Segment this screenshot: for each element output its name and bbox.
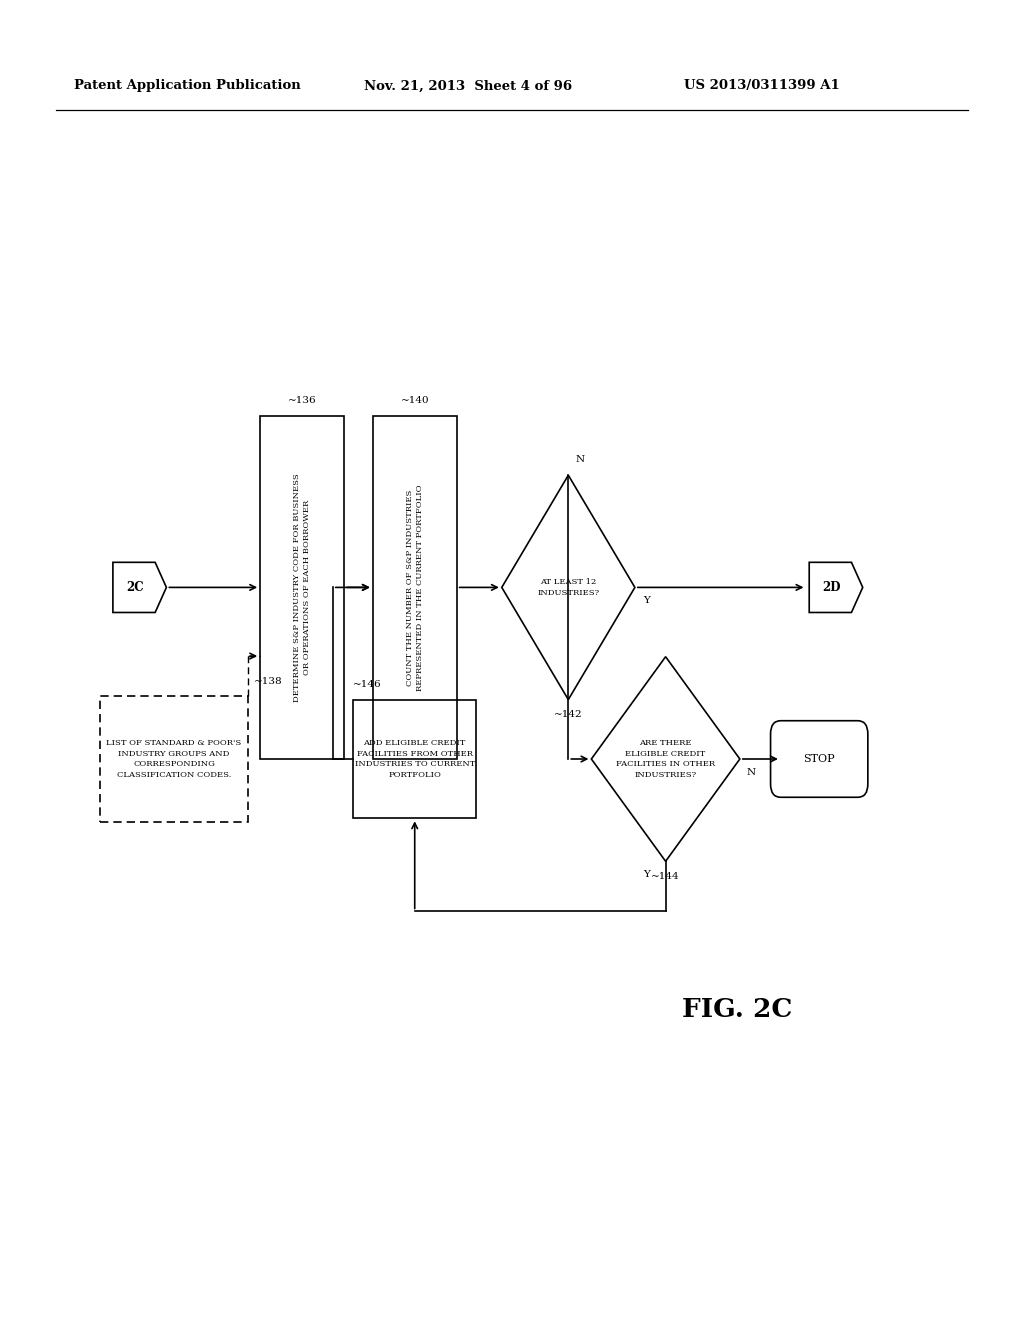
Text: ADD ELIGIBLE CREDIT
FACILITIES FROM OTHER
INDUSTRIES TO CURRENT
PORTFOLIO: ADD ELIGIBLE CREDIT FACILITIES FROM OTHE…	[354, 739, 475, 779]
Text: N: N	[748, 768, 756, 777]
Text: Y: Y	[643, 597, 650, 606]
Text: LIST OF STANDARD & POOR'S
INDUSTRY GROUPS AND
CORRESPONDING
CLASSIFICATION CODES: LIST OF STANDARD & POOR'S INDUSTRY GROUP…	[106, 739, 242, 779]
Text: 2C: 2C	[127, 581, 144, 594]
Text: DETERMINE S&P INDUSTRY CODE FOR BUSINESS
OR OPERATIONS OF EACH BORROWER: DETERMINE S&P INDUSTRY CODE FOR BUSINESS…	[293, 473, 311, 702]
Text: ~146: ~146	[353, 680, 382, 689]
Text: ~140: ~140	[400, 396, 429, 405]
Text: US 2013/0311399 A1: US 2013/0311399 A1	[684, 79, 840, 92]
Text: STOP: STOP	[804, 754, 835, 764]
Text: Y: Y	[643, 870, 650, 879]
Text: Patent Application Publication: Patent Application Publication	[74, 79, 300, 92]
Text: ARE THERE
ELIGIBLE CREDIT
FACILITIES IN OTHER
INDUSTRIES?: ARE THERE ELIGIBLE CREDIT FACILITIES IN …	[616, 739, 715, 779]
Text: ~138: ~138	[254, 677, 282, 686]
Text: AT LEAST 12
INDUSTRIES?: AT LEAST 12 INDUSTRIES?	[538, 578, 599, 597]
Text: FIG. 2C: FIG. 2C	[682, 998, 793, 1022]
Text: COUNT THE NUMBER OF S&P INDUSTRIES
REPRESENTED IN THE CURRENT PORTFOLIO: COUNT THE NUMBER OF S&P INDUSTRIES REPRE…	[406, 484, 424, 690]
Text: ~144: ~144	[651, 873, 680, 880]
Text: N: N	[575, 455, 585, 465]
Text: ~142: ~142	[554, 710, 583, 719]
Text: 2D: 2D	[822, 581, 841, 594]
Text: Nov. 21, 2013  Sheet 4 of 96: Nov. 21, 2013 Sheet 4 of 96	[364, 79, 571, 92]
Text: ~136: ~136	[288, 396, 316, 405]
